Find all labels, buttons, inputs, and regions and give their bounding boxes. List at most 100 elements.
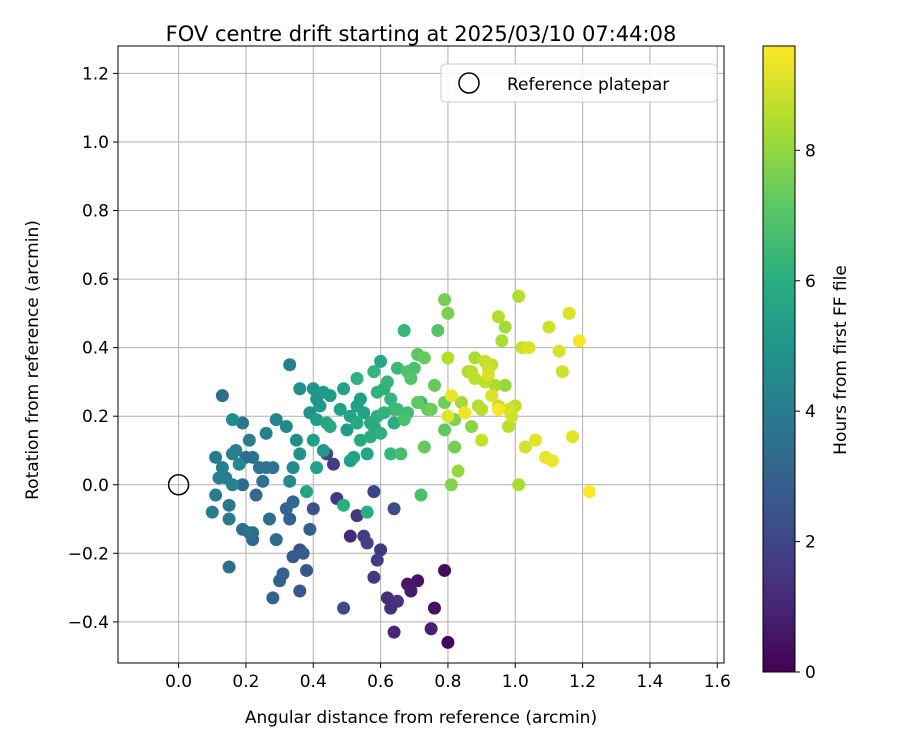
data-point xyxy=(374,354,388,368)
legend-marker-icon xyxy=(458,72,480,94)
data-point xyxy=(417,351,431,365)
data-point xyxy=(209,450,223,464)
data-point xyxy=(249,488,263,502)
data-point xyxy=(242,433,256,447)
data-point xyxy=(441,635,455,649)
data-point xyxy=(444,478,458,492)
colorbar-tick-label: 4 xyxy=(805,402,816,422)
data-point xyxy=(273,574,287,588)
y-axis-label: Rotation from reference (arcmin) xyxy=(23,220,43,500)
x-axis-label: Angular distance from reference (arcmin) xyxy=(245,708,597,728)
x-tick-label: 0.6 xyxy=(367,672,394,692)
data-point xyxy=(236,416,250,430)
data-point xyxy=(286,495,300,509)
data-point xyxy=(205,505,219,519)
data-point xyxy=(552,344,566,358)
data-point xyxy=(374,426,388,440)
data-point xyxy=(528,433,542,447)
data-point xyxy=(390,594,404,608)
data-point xyxy=(454,395,468,409)
data-point xyxy=(522,341,536,355)
data-point xyxy=(360,536,374,550)
data-point xyxy=(209,488,223,502)
data-point xyxy=(374,543,388,557)
data-point xyxy=(555,365,569,379)
data-point xyxy=(283,474,297,488)
data-point xyxy=(384,447,398,461)
data-point xyxy=(242,526,256,540)
data-point xyxy=(360,505,374,519)
data-point xyxy=(441,306,455,320)
data-point xyxy=(269,413,283,427)
data-point xyxy=(370,385,384,399)
legend-entry-reference-platepar: Reference platepar xyxy=(507,75,669,95)
data-point xyxy=(488,378,502,392)
data-point xyxy=(293,447,307,461)
y-axis-ticks: −0.4 −0.2 0.0 0.2 0.4 0.6 0.8 1.0 1.2 xyxy=(68,64,118,633)
data-point xyxy=(441,351,455,365)
colorbar-label: Hours from first FF file xyxy=(831,265,851,455)
x-axis-ticks: 0.0 0.2 0.4 0.6 0.8 1.0 1.2 1.4 1.6 xyxy=(165,663,731,692)
x-tick-label: 1.0 xyxy=(502,672,529,692)
data-point xyxy=(310,461,324,475)
data-point xyxy=(431,324,445,338)
data-point xyxy=(215,389,229,403)
y-tick-label: 0.0 xyxy=(82,476,109,496)
y-tick-label: 1.2 xyxy=(82,64,109,84)
data-point xyxy=(283,512,297,526)
data-point xyxy=(296,546,310,560)
y-tick-label: 0.6 xyxy=(82,270,109,290)
data-point xyxy=(256,474,270,488)
data-point xyxy=(424,622,438,636)
data-point xyxy=(495,334,509,348)
data-point xyxy=(306,382,320,396)
data-point xyxy=(451,464,465,478)
colorbar-tick-label: 6 xyxy=(805,272,816,292)
data-point xyxy=(259,461,273,475)
data-point xyxy=(512,289,526,303)
data-point xyxy=(397,413,411,427)
data-point xyxy=(215,461,229,475)
scatter-points xyxy=(205,289,596,649)
data-point xyxy=(293,584,307,598)
data-point xyxy=(411,574,425,588)
data-point xyxy=(444,389,458,403)
data-point xyxy=(411,395,425,409)
plot-frame xyxy=(117,45,725,664)
data-point xyxy=(337,498,351,512)
data-point xyxy=(303,522,317,536)
data-point xyxy=(542,320,556,334)
data-point xyxy=(458,406,472,420)
data-point xyxy=(350,509,364,523)
y-tick-label: 1.0 xyxy=(82,133,109,153)
data-point xyxy=(337,601,351,615)
y-tick-label: −0.2 xyxy=(68,544,109,564)
y-tick-label: 0.8 xyxy=(82,202,109,222)
data-point xyxy=(404,371,418,385)
colorbar xyxy=(762,45,796,673)
data-point xyxy=(468,371,482,385)
data-point xyxy=(225,478,239,492)
data-point xyxy=(357,406,371,420)
data-point xyxy=(222,512,236,526)
colorbar-tick-label: 8 xyxy=(805,141,816,161)
data-point xyxy=(502,419,516,433)
data-point xyxy=(441,409,455,423)
data-point xyxy=(323,419,337,433)
data-point xyxy=(313,399,327,413)
data-point xyxy=(518,440,532,454)
data-point xyxy=(582,485,596,499)
data-point xyxy=(387,625,401,639)
data-point xyxy=(566,430,579,444)
data-point xyxy=(323,389,337,403)
data-point xyxy=(438,293,452,307)
data-point xyxy=(491,310,505,324)
data-point xyxy=(300,485,314,499)
legend-box xyxy=(440,63,718,103)
data-point xyxy=(380,591,394,605)
data-point xyxy=(498,378,512,392)
data-point xyxy=(390,402,404,416)
data-point xyxy=(438,563,452,577)
data-point xyxy=(222,498,236,512)
